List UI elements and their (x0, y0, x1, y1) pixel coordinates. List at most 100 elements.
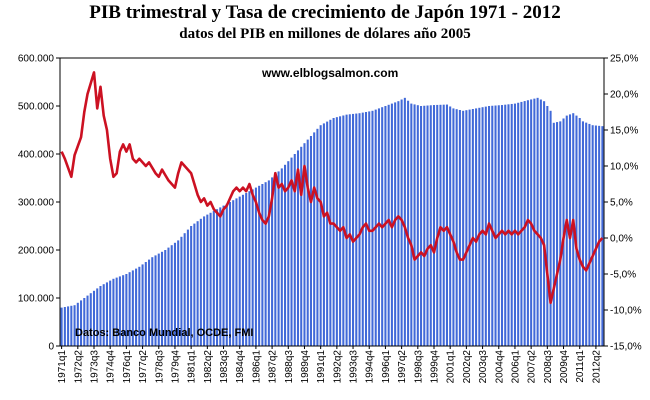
gdp-bar (264, 182, 267, 346)
gdp-bar (416, 105, 419, 346)
gdp-bar (267, 180, 270, 346)
gdp-bar (206, 214, 209, 346)
gdp-bar (407, 100, 410, 346)
x-axis-tick-label: 2009q4 (559, 350, 570, 384)
gdp-bar (70, 305, 73, 346)
x-axis-tick-label: 1998q3 (413, 350, 424, 384)
gdp-bar (491, 105, 494, 346)
gdp-bar (552, 122, 555, 346)
right-axis-tick-label: -5,0% (610, 270, 636, 281)
gdp-bar (109, 280, 112, 346)
x-axis-tick-label: 1999q4 (430, 350, 441, 384)
gdp-bar (559, 121, 562, 346)
x-axis-tick-label: 1977q2 (138, 350, 149, 384)
gdp-bar (371, 110, 374, 346)
gdp-bar (105, 282, 108, 346)
gdp-bar (387, 104, 390, 346)
gdp-bar (290, 157, 293, 346)
gdp-bar (578, 118, 581, 346)
gdp-bar (588, 123, 591, 346)
gdp-bar (167, 247, 170, 346)
gdp-bar (494, 105, 497, 347)
gdp-bar (228, 202, 232, 346)
gdp-bar (355, 113, 358, 346)
x-axis-tick-label: 1979q4 (170, 350, 181, 384)
gdp-bar (471, 109, 474, 346)
gdp-bar (251, 189, 254, 346)
gdp-bar (594, 125, 597, 347)
gdp-bar (300, 146, 303, 346)
left-axis-tick-label: 200.000 (18, 246, 55, 257)
gdp-bar (238, 196, 241, 346)
left-axis: 0 100.000 200.000 300.000 400.000 500.000 600.… (18, 54, 60, 353)
gdp-bar (504, 104, 507, 347)
gdp-bar (216, 209, 219, 346)
gdp-bar (364, 112, 368, 346)
gdp-bar (394, 102, 397, 347)
gdp-bar (241, 194, 244, 346)
left-axis-tick-label: 100.000 (18, 294, 55, 305)
gdp-bar (245, 193, 248, 346)
gdp-bar (575, 115, 578, 346)
x-axis-tick-label: 1984q4 (235, 350, 246, 384)
gdp-bar (131, 270, 134, 346)
gdp-bar (423, 105, 426, 346)
gdp-bar (452, 108, 455, 347)
gdp-bar (76, 302, 79, 346)
chart-subtitle: datos del PIB en millones de dólares año… (179, 26, 471, 42)
gdp-bar (358, 113, 361, 346)
gdp-bar (410, 103, 413, 346)
x-axis-tick-label: 1991q1 (316, 350, 327, 384)
gdp-bar (475, 108, 478, 347)
gdp-bar (397, 101, 400, 346)
right-axis-tick-label: 20,0% (610, 90, 638, 101)
gdp-bar (73, 305, 76, 346)
x-axis-tick-label: 2008q3 (543, 350, 554, 384)
gdp-bar (274, 174, 277, 346)
x-axis-tick-label: 2006q1 (510, 350, 521, 384)
gdp-bar (254, 187, 257, 346)
gdp-bar (80, 300, 83, 346)
x-axis-tick-label: 1988q3 (284, 350, 295, 384)
gdp-bar (89, 293, 92, 346)
gdp-bar (219, 207, 222, 346)
gdp-bar (510, 103, 513, 347)
gdp-bar (303, 143, 306, 346)
gdp-bar (449, 106, 452, 346)
gdp-bar (497, 105, 500, 346)
right-axis-tick-label: 5,0% (610, 198, 633, 209)
gdp-bar (170, 245, 173, 346)
gdp-bar (556, 122, 559, 346)
x-axis-tick-label: 1994q4 (365, 350, 376, 384)
x-axis-tick-label: 2003q3 (478, 350, 489, 384)
gdp-bar (63, 307, 66, 346)
gdp-bar (102, 284, 105, 346)
x-axis-tick-label: 1982q2 (203, 350, 214, 384)
gdp-bar (277, 171, 280, 346)
x-axis-tick-label: 2011q1 (575, 350, 586, 383)
gdp-bar (96, 288, 99, 346)
x-axis: 1971q1 1972q2 1973q3 1974q4 1976q1 1977q2 1978… (57, 346, 602, 383)
right-axis-tick-label: 10,0% (610, 162, 638, 173)
x-axis-tick-label: 1992q2 (332, 350, 343, 384)
gdp-bar (177, 240, 180, 346)
x-axis-tick-label: 1971q1 (57, 350, 68, 384)
gdp-bar (180, 236, 183, 346)
gdp-bar (125, 274, 128, 346)
gdp-bar (248, 191, 251, 346)
gdp-bar (148, 259, 151, 346)
gdp-bar (296, 150, 300, 346)
gdp-bar (565, 115, 568, 346)
gdp-bar (442, 104, 445, 347)
gdp-bar (186, 229, 189, 346)
gdp-bar (235, 198, 238, 346)
gdp-bar (533, 98, 536, 346)
x-axis-tick-label: 1997q2 (397, 350, 408, 384)
gdp-bar (151, 257, 154, 346)
gdp-bar (539, 99, 542, 347)
x-axis-tick-label: 2001q1 (446, 350, 457, 384)
gdp-bar (203, 216, 206, 346)
x-axis-tick-label: 1989q4 (300, 350, 311, 384)
gdp-bar (306, 139, 309, 346)
gdp-bar (329, 119, 332, 346)
